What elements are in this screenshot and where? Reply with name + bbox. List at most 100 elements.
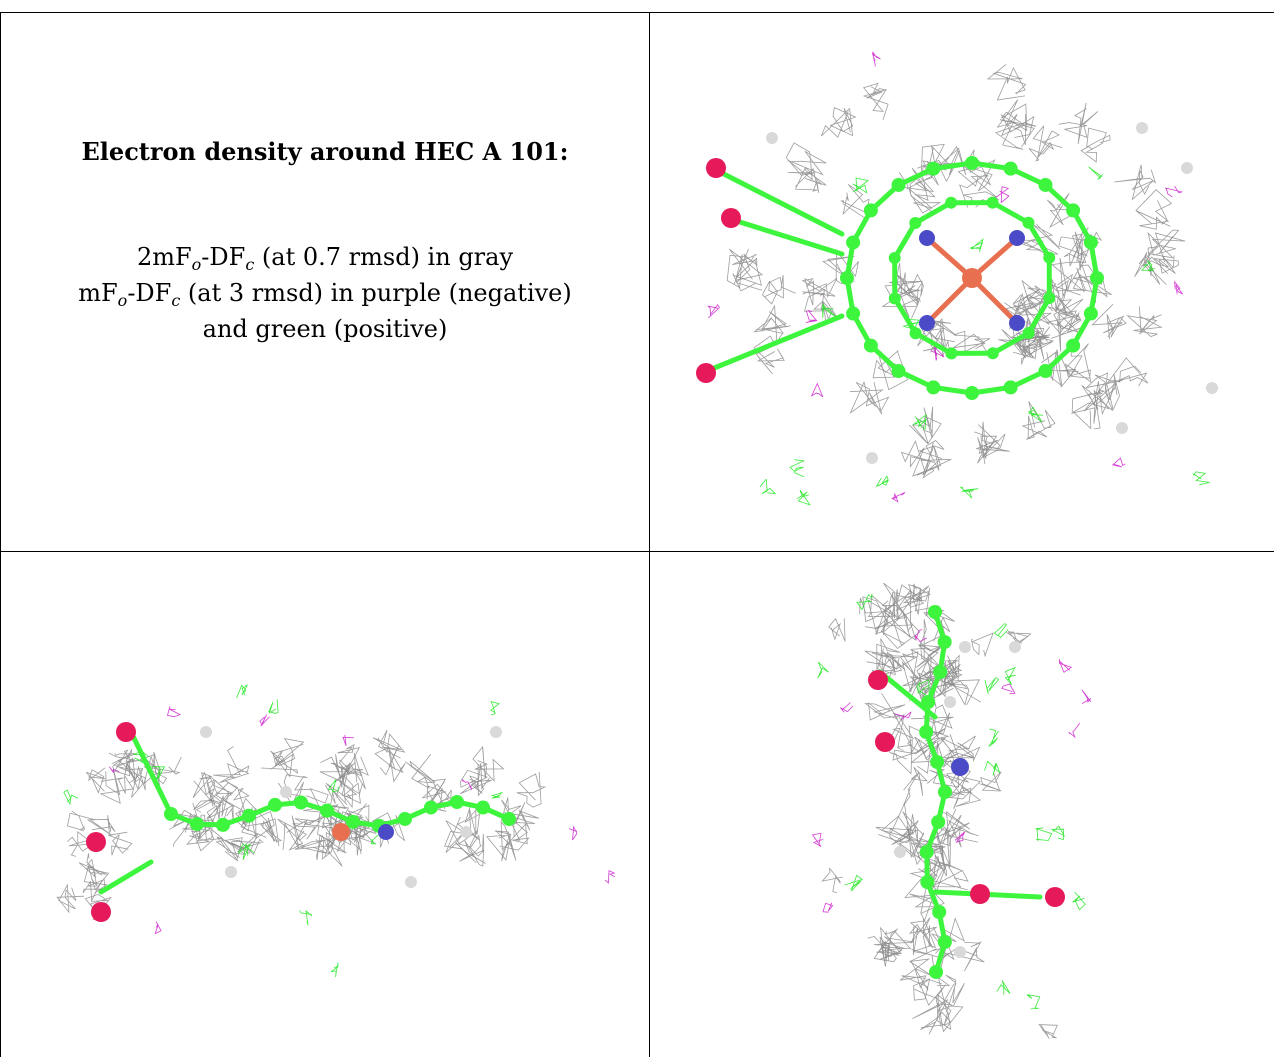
negative-difference-mesh <box>822 902 834 913</box>
density-mesh <box>1134 246 1168 285</box>
density-mesh <box>939 770 973 799</box>
side-chain-bond <box>724 215 845 257</box>
density-mesh-lines <box>124 757 144 784</box>
density-mesh-lines <box>753 304 791 343</box>
density-mesh <box>272 738 305 772</box>
density-mesh <box>1050 257 1087 297</box>
carbon-atom <box>919 725 934 739</box>
carbon-atom <box>346 814 360 829</box>
density-mesh <box>119 764 146 798</box>
description-line-2: mFo-DFc (at 3 rmsd) in purple (negative) <box>1 275 649 311</box>
density-mesh <box>404 754 436 789</box>
density-mesh <box>1071 389 1110 430</box>
density-mesh <box>315 832 347 867</box>
density-mesh <box>460 764 492 797</box>
negative-difference-mesh-lines <box>154 921 162 935</box>
positive-difference-mesh-lines <box>988 728 999 747</box>
hydrogen-atom <box>1181 162 1193 174</box>
density-mesh <box>516 771 547 808</box>
carbon-atom <box>1083 306 1098 321</box>
iron-atom <box>962 268 982 288</box>
density-mesh <box>1038 1024 1058 1039</box>
density-mesh <box>916 644 945 681</box>
carbon-bond <box>990 200 1031 226</box>
negative-difference-mesh-lines <box>1111 457 1126 468</box>
positive-difference-mesh <box>1027 406 1044 423</box>
line2-sub2: c <box>171 291 181 310</box>
positive-difference-mesh <box>330 962 339 977</box>
positive-difference-mesh <box>960 486 979 499</box>
density-mesh-lines <box>192 771 219 806</box>
carbon-atom <box>928 605 942 619</box>
positive-difference-mesh-lines <box>969 238 984 253</box>
density-mesh-lines <box>330 752 369 783</box>
positive-difference-mesh <box>370 834 379 845</box>
density-mesh <box>821 867 844 894</box>
density-mesh <box>1012 289 1053 325</box>
density-mesh <box>206 792 234 827</box>
density-mesh <box>1060 343 1092 383</box>
carbon-atom <box>863 338 878 353</box>
density-mesh <box>871 638 901 675</box>
figure-title: Electron density around HEC A 101: <box>81 137 569 166</box>
density-mesh <box>883 582 916 621</box>
line1-post: (at 0.7 rmsd) in gray <box>254 243 514 271</box>
density-mesh <box>908 918 937 955</box>
density-mesh-lines <box>1021 330 1053 365</box>
negative-difference-mesh <box>891 492 906 503</box>
density-mesh <box>319 754 350 788</box>
density-mesh-lines <box>319 754 350 788</box>
density-mesh <box>895 583 931 608</box>
side-chain-bond <box>709 165 845 237</box>
density-mesh <box>877 648 918 676</box>
density-mesh-lines <box>286 818 321 847</box>
density-mesh-lines <box>495 820 530 851</box>
density-mesh-lines <box>277 815 308 851</box>
hydrogen-atom <box>959 641 971 653</box>
density-mesh <box>294 839 334 860</box>
positive-difference-mesh-lines <box>912 413 927 430</box>
iron-nitrogen-bond <box>924 235 975 281</box>
negative-difference-mesh-lines <box>1165 185 1184 198</box>
density-mesh-lines <box>889 820 930 859</box>
density-mesh <box>1063 231 1103 271</box>
density-mesh-lines <box>895 583 931 608</box>
density-mesh-lines <box>1080 127 1111 163</box>
positive-difference-mesh-lines <box>789 459 806 478</box>
density-mesh <box>761 274 796 305</box>
density-mesh-lines <box>979 771 1002 792</box>
carbon-atom <box>937 785 952 799</box>
density-mesh-lines <box>1021 326 1055 360</box>
positive-difference-mesh <box>789 459 806 478</box>
density-mesh-lines <box>946 679 982 706</box>
negative-difference-mesh-lines <box>810 382 824 398</box>
density-mesh-lines <box>924 826 951 869</box>
carbon-bond <box>913 330 954 356</box>
density-mesh-lines <box>881 941 905 957</box>
density-mesh-lines <box>78 853 107 878</box>
density-mesh-lines <box>899 649 931 693</box>
density-mesh-lines <box>862 82 889 120</box>
carbon-atom <box>1003 161 1018 176</box>
negative-difference-mesh <box>154 921 162 935</box>
density-mesh-lines <box>913 978 946 1006</box>
density-mesh-lines <box>374 744 406 783</box>
negative-difference-mesh <box>871 51 881 67</box>
negative-difference-mesh <box>568 825 577 841</box>
negative-difference-mesh <box>1174 280 1183 295</box>
positive-difference-mesh <box>490 701 500 716</box>
carbon-atom <box>909 327 922 340</box>
density-mesh <box>986 64 1027 101</box>
carbon-atom <box>937 935 952 949</box>
density-mesh-lines <box>206 792 234 827</box>
density-mesh <box>1080 127 1111 163</box>
density-mesh-lines <box>503 809 540 841</box>
positive-difference-mesh-lines <box>817 661 829 679</box>
hydrogen-atom <box>766 132 778 144</box>
density-mesh-lines <box>1058 102 1099 144</box>
density-mesh <box>889 820 930 859</box>
positive-difference-mesh <box>1004 666 1016 685</box>
density-mesh <box>215 780 250 817</box>
positive-difference-mesh-lines <box>327 779 339 793</box>
negative-difference-mesh <box>707 303 720 319</box>
